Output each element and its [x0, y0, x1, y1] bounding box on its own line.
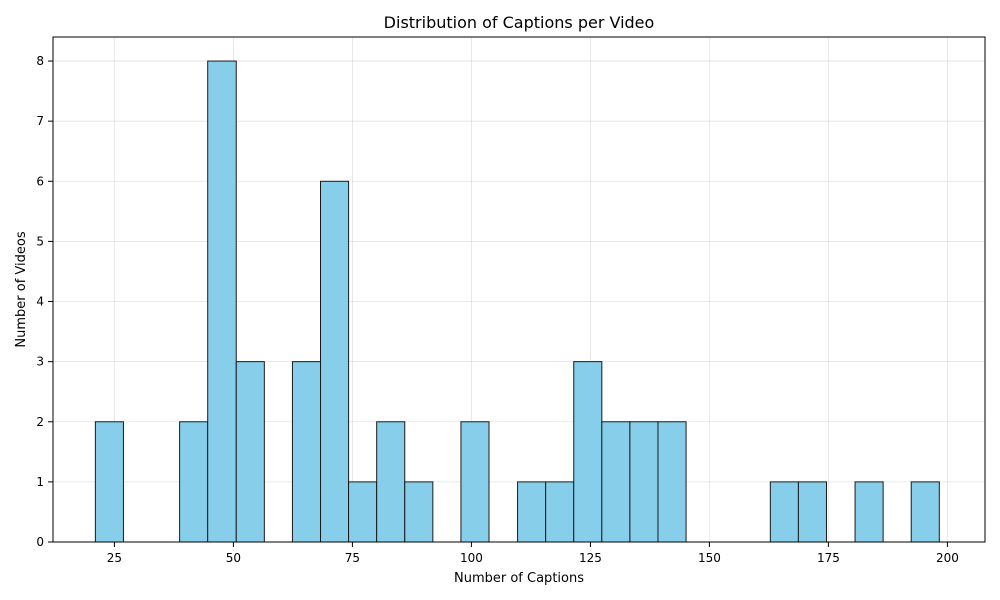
x-tick-label: 50	[226, 551, 241, 565]
histogram-bar	[629, 421, 659, 543]
histogram-bar	[291, 361, 322, 543]
histogram-bars	[94, 60, 940, 543]
x-tick-label: 175	[817, 551, 840, 565]
histogram-bar	[320, 180, 350, 543]
x-tick-label: 25	[107, 551, 122, 565]
y-tick-label: 8	[36, 54, 44, 68]
y-tick-label: 3	[36, 355, 44, 369]
histogram-bar	[573, 361, 603, 543]
x-tick-label: 100	[460, 551, 483, 565]
x-tick-label: 200	[936, 551, 959, 565]
histogram-bar	[797, 481, 827, 543]
y-tick-label: 4	[36, 295, 44, 309]
axis-ticks: 25 50 75 100 125 150 175 200 0 1 2 3 4 5 6 7 8	[36, 54, 958, 565]
plot-frame	[52, 36, 986, 543]
histogram-bar	[460, 421, 490, 543]
x-tick-label: 125	[579, 551, 602, 565]
histogram-bar	[348, 481, 378, 543]
y-tick-label: 2	[36, 415, 44, 429]
y-tick-label: 6	[36, 174, 44, 188]
x-tick-label: 150	[698, 551, 721, 565]
y-axis-label: Number of Videos	[14, 231, 29, 347]
chart-title: Distribution of Captions per Video	[384, 13, 655, 32]
histogram-bar	[179, 421, 209, 543]
histogram-bar	[601, 421, 631, 543]
y-tick-label: 0	[36, 535, 44, 549]
x-axis-label: Number of Captions	[454, 571, 584, 586]
histogram-bar	[910, 481, 940, 543]
x-tick-label: 75	[345, 551, 360, 565]
histogram-bar	[545, 481, 575, 543]
histogram-bar	[769, 481, 799, 543]
histogram-bar	[404, 481, 434, 543]
histogram-bar	[207, 60, 237, 543]
histogram-bar	[657, 421, 687, 543]
y-tick-label: 5	[36, 234, 44, 248]
histogram-bar	[854, 481, 884, 543]
histogram-bar	[235, 361, 265, 543]
histogram-bar	[94, 421, 124, 543]
y-tick-label: 1	[36, 475, 44, 489]
histogram-bar	[517, 481, 547, 543]
histogram-bar	[376, 421, 406, 543]
y-tick-label: 7	[36, 114, 44, 128]
